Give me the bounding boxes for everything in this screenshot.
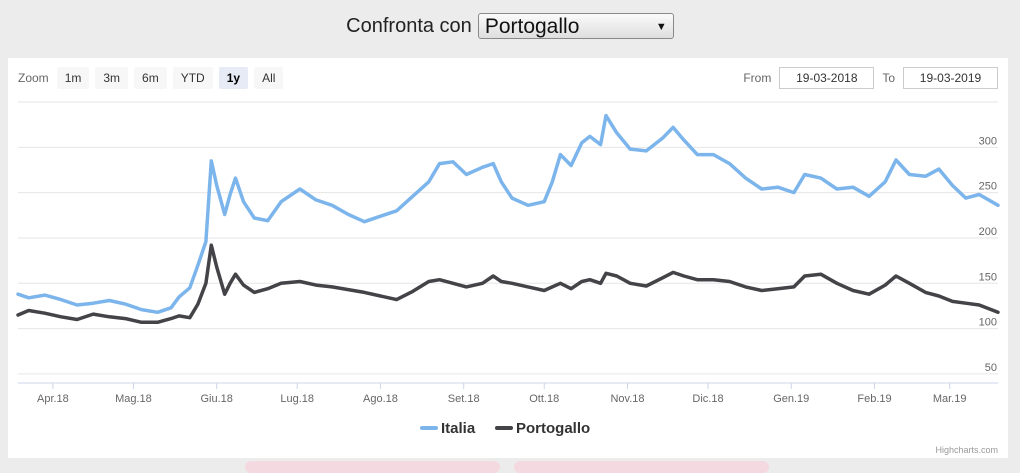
compare-bar: Confronta con Portogallo ▼ <box>0 0 1020 52</box>
footer-pill-left[interactable] <box>245 461 500 473</box>
zoom-6m-button[interactable]: 6m <box>134 67 167 89</box>
country-select-value: Portogallo <box>484 15 580 38</box>
zoom-ytd-button[interactable]: YTD <box>172 67 213 89</box>
y-tick-label: 50 <box>985 362 997 374</box>
series-line-portogallo <box>16 243 1000 325</box>
x-tick-label: Gen.19 <box>773 393 809 405</box>
chevron-down-icon: ▼ <box>655 21 667 33</box>
y-tick-label: 200 <box>979 226 997 238</box>
x-tick-label: Apr.18 <box>37 393 69 405</box>
date-range-selector: From 19-03-2018 To 19-03-2019 <box>735 67 998 89</box>
x-tick-label: Ago.18 <box>363 393 398 405</box>
x-tick-label: Ott.18 <box>529 393 559 405</box>
x-tick-label: Lug.18 <box>280 393 314 405</box>
zoom-1y-button[interactable]: 1y <box>218 67 249 89</box>
chart-container: 50 100 150 200 250 300 Apr.18 Mag.18 Giu.18 Lug.1… <box>8 58 1008 458</box>
y-tick-label: 100 <box>979 317 997 329</box>
to-date-input[interactable]: 19-03-2019 <box>903 67 998 89</box>
y-tick-label: 150 <box>979 271 997 283</box>
legend-label: Portogallo <box>516 420 590 437</box>
credits-link: Highcharts.com <box>935 445 998 455</box>
zoom-toolbar: Zoom 1m 3m 6m YTD 1y All <box>18 66 289 90</box>
x-tick-label: Giu.18 <box>200 393 232 405</box>
series-line-italia <box>16 113 1000 315</box>
line-chart: 50 100 150 200 250 300 Apr.18 Mag.18 Giu.18 Lug.1… <box>16 101 1000 455</box>
zoom-3m-button[interactable]: 3m <box>95 67 129 89</box>
x-tick-label: Mag.18 <box>115 393 152 405</box>
x-tick-label: Mar.19 <box>933 393 967 405</box>
from-date-input[interactable]: 19-03-2018 <box>779 67 875 89</box>
x-tick-label: Feb.19 <box>857 393 891 405</box>
y-tick-label: 250 <box>979 181 997 193</box>
to-label: To <box>882 71 895 85</box>
zoom-all-button[interactable]: All <box>254 67 284 89</box>
zoom-label: Zoom <box>18 71 49 85</box>
from-label: From <box>743 71 772 85</box>
x-tick-label: Nov.18 <box>610 393 644 405</box>
country-select[interactable]: Portogallo ▼ <box>477 13 674 39</box>
compare-label: Confronta con <box>346 14 472 37</box>
x-tick-label: Dic.18 <box>692 393 723 405</box>
footer-pill-right[interactable] <box>514 461 769 473</box>
legend-label: Italia <box>441 420 476 437</box>
footer-buttons <box>245 461 783 473</box>
zoom-1m-button[interactable]: 1m <box>56 67 90 89</box>
x-tick-label: Set.18 <box>448 393 480 405</box>
y-tick-label: 300 <box>979 135 997 147</box>
